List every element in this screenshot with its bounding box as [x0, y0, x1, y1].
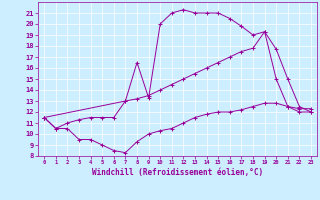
X-axis label: Windchill (Refroidissement éolien,°C): Windchill (Refroidissement éolien,°C)	[92, 168, 263, 177]
